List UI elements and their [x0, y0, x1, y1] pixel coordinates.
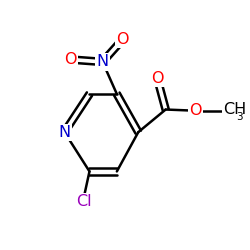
Text: O: O — [116, 32, 129, 47]
Text: CH: CH — [223, 102, 246, 117]
Text: O: O — [189, 103, 202, 118]
Text: Cl: Cl — [76, 194, 91, 209]
Text: N: N — [96, 54, 109, 70]
Text: 3: 3 — [236, 112, 243, 122]
Text: O: O — [151, 71, 164, 86]
Text: N: N — [58, 125, 70, 140]
Text: O: O — [64, 52, 77, 67]
